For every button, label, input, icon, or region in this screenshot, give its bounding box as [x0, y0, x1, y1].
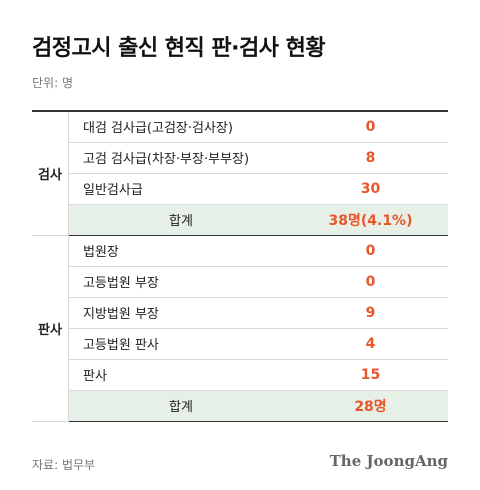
subtotal-row: 합계 38명(4.1%) — [32, 204, 448, 236]
group-label-judges: 판사 — [32, 235, 69, 422]
page-title: 검정고시 출신 현직 판·검사 현황 — [32, 36, 326, 61]
source-note: 자료: 법무부 — [32, 458, 96, 472]
row-value: 15 — [293, 359, 448, 391]
brand-logo: The JoongAng — [329, 452, 448, 470]
table-row: 고등법원 부장 0 — [32, 266, 448, 298]
row-value: 0 — [293, 235, 448, 267]
row-label: 일반검사급 — [68, 173, 293, 205]
table-row: 고등법원 판사 4 — [32, 328, 448, 360]
row-label: 판사 — [68, 359, 293, 391]
row-label: 고등법원 판사 — [68, 328, 293, 360]
row-value: 9 — [293, 297, 448, 329]
row-label: 대검 검사급(고검장·검사장) — [68, 110, 293, 143]
stats-table: 검사 대검 검사급(고검장·검사장) 0 고검 검사급(차장·부장·부부장) 8… — [32, 110, 448, 422]
subtotal-value: 38명(4.1%) — [293, 204, 448, 236]
row-label: 지방법원 부장 — [68, 297, 293, 329]
subtotal-label: 합계 — [68, 390, 293, 422]
table-row: 일반검사급 30 — [32, 173, 448, 205]
table-row: 판사 법원장 0 — [32, 235, 448, 422]
row-label: 법원장 — [68, 235, 293, 267]
table-row: 지방법원 부장 9 — [32, 297, 448, 329]
row-value: 8 — [293, 142, 448, 174]
table-row: 고검 검사급(차장·부장·부부장) 8 — [32, 142, 448, 174]
unit-note: 단위: 명 — [32, 76, 73, 90]
row-value: 0 — [293, 110, 448, 143]
subtotal-row: 합계 28명 — [32, 390, 448, 422]
group-label-prosecutors: 검사 — [32, 110, 69, 236]
table-row: 판사 15 — [32, 359, 448, 391]
subtotal-label: 합계 — [68, 204, 293, 236]
row-value: 30 — [293, 173, 448, 205]
row-label: 고검 검사급(차장·부장·부부장) — [68, 142, 293, 174]
row-value: 4 — [293, 328, 448, 360]
row-value: 0 — [293, 266, 448, 298]
row-label: 고등법원 부장 — [68, 266, 293, 298]
table-row: 검사 대검 검사급(고검장·검사장) 0 — [32, 110, 448, 236]
subtotal-value: 28명 — [293, 390, 448, 422]
